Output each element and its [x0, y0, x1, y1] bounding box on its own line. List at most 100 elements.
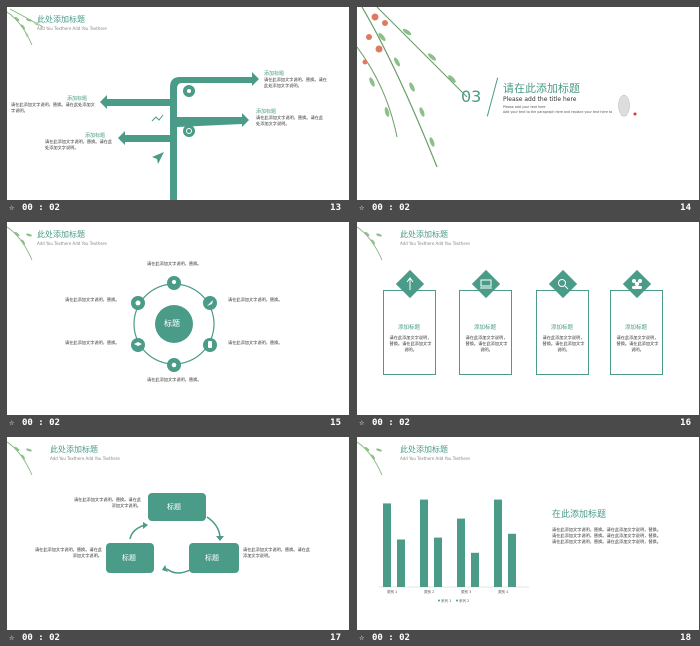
slide-title: 此处添加标题	[37, 230, 85, 239]
slide-number: 14	[680, 203, 691, 213]
thumbnail-slide-13[interactable]: 此处添加标题 Add You Texthere Add You Texthere…	[7, 7, 349, 217]
card-2-text: 请在此添加文字说明，替换。请在此添加文字说明。	[465, 335, 508, 352]
chart-bar	[494, 499, 502, 587]
chart-bar	[508, 533, 516, 587]
thumbnail-slide-16[interactable]: 此处添加标题 Add You Texthere Add You Texthere…	[357, 222, 699, 432]
card-2-title: 添加标题	[474, 325, 497, 331]
legend-label: 系列 2	[459, 598, 469, 603]
slide-17: 此处添加标题 Add You Texthere Add You Texthere…	[7, 437, 349, 630]
leaf-decoration-icon	[357, 441, 383, 476]
legend-marker	[456, 599, 458, 602]
section-note-1: Please add your text here	[503, 105, 546, 109]
item-label-3: 添加标题	[264, 71, 285, 77]
slide-footer: ☆ 00 : 02 18	[357, 630, 699, 646]
transition-star-icon[interactable]: ☆	[9, 203, 15, 213]
slide-subtitle: Add You Texthere Add You Texthere	[37, 26, 107, 31]
node-label-bottom: 请在此添加文字说明，替换。	[147, 377, 202, 382]
slide-duration: 00 : 02	[372, 418, 410, 428]
slide-16: 此处添加标题 Add You Texthere Add You Texthere…	[357, 222, 699, 415]
chart-category-label: 类别 4	[498, 589, 509, 594]
radial-diagram	[131, 276, 217, 372]
slide-title: 此处添加标题	[37, 15, 85, 24]
item-text-1: 请在此添加文字说明，替换。请在此处添加文字说明。	[11, 102, 95, 113]
section-note-2: Add your text to the paragraph here and …	[503, 110, 613, 114]
slide-number: 18	[680, 633, 691, 643]
thumbnail-slide-15[interactable]: 此处添加标题 Add You Texthere Add You Texthere	[7, 222, 349, 432]
thumbnail-slide-14[interactable]: 03 请在此添加标题 Please add the title here Ple…	[357, 7, 699, 217]
slide-footer: ☆ 00 : 02 16	[357, 415, 699, 432]
cycle-text-left: 请在此添加文字说明，替换。请在此添加文字说明。	[34, 547, 102, 558]
item-label-1: 添加标题	[67, 96, 88, 102]
slide-duration: 00 : 02	[22, 203, 60, 213]
slide-header: 此处添加标题 Add You Texthere Add You Texthere	[37, 229, 107, 246]
arrow-tree-diagram	[100, 72, 259, 200]
search-icon	[558, 279, 566, 287]
thumbnail-slide-18[interactable]: 此处添加标题 Add You Texthere Add You Texthere…	[357, 437, 699, 646]
slide-number: 17	[330, 633, 341, 643]
users-group-icon	[632, 279, 642, 289]
transition-star-icon[interactable]: ☆	[9, 633, 15, 643]
slide-header: 此处添加标题 Add You Texthere Add You Texthere	[50, 444, 120, 461]
slide-title: 此处添加标题	[400, 445, 448, 454]
chart-bar	[397, 539, 405, 587]
chart-paragraph: 请在此添加文字说明，替换。请在此添加文字说明，替换。请在此添加文字说明，替换。请…	[552, 527, 661, 544]
slide-duration: 00 : 02	[22, 633, 60, 643]
chart-bar	[457, 518, 465, 587]
node-label-top: 请在此添加文字说明，替换。	[147, 261, 202, 266]
slide-footer: ☆ 00 : 02 17	[7, 630, 349, 646]
slide-title: 此处添加标题	[400, 230, 448, 239]
slide-footer: ☆ 00 : 02 14	[357, 200, 699, 217]
trend-icon	[151, 114, 164, 122]
slide-header: 此处添加标题 Add You Texthere Add You Texthere	[400, 229, 470, 246]
node-label-upper-left: 请在此添加文字说明，替换。	[65, 297, 120, 302]
chart-heading: 在此添加标题	[552, 510, 607, 520]
item-text-2: 请在此添加文字说明，替换。请在此处添加文字说明。	[45, 139, 113, 150]
item-label-4: 添加标题	[256, 109, 277, 115]
cycle-box-top: 标题	[167, 503, 181, 511]
leaf-decoration-icon	[357, 226, 383, 261]
slide-footer: ☆ 00 : 02 13	[7, 200, 349, 217]
slide-number: 16	[680, 418, 691, 428]
node-label-upper-right: 请在此添加文字说明，替换。	[228, 297, 283, 302]
item-text-3: 请在此添加文字说明，替换。请在此处添加文字说明。	[264, 77, 327, 88]
legend-marker	[438, 599, 440, 602]
transition-star-icon[interactable]: ☆	[359, 633, 365, 643]
transition-star-icon[interactable]: ☆	[359, 203, 365, 213]
laptop-icon	[480, 279, 492, 287]
card-1-title: 添加标题	[398, 325, 421, 331]
thumbnail-slide-17[interactable]: 此处添加标题 Add You Texthere Add You Texthere…	[7, 437, 349, 646]
bird-icon	[618, 94, 637, 117]
leaf-decoration-icon	[7, 441, 33, 476]
node-label-lower-left: 请在此添加文字说明，替换。	[65, 340, 120, 345]
center-label: 标题	[164, 319, 180, 328]
slide-duration: 00 : 02	[372, 203, 410, 213]
slide-header: 此处添加标题 Add You Texthere Add You Texthere	[37, 14, 107, 31]
chart-category-label: 类别 3	[461, 589, 471, 594]
chart-category-label: 类别 2	[424, 589, 434, 594]
cycle-box-right: 标题	[205, 554, 219, 562]
leaf-decoration-icon	[7, 226, 33, 261]
slide-header: 此处添加标题 Add You Texthere Add You Texthere	[400, 444, 470, 461]
cycle-box-left: 标题	[122, 554, 136, 562]
branch-decoration-icon	[357, 7, 468, 168]
slide-number: 15	[330, 418, 341, 428]
card-4-title: 添加标题	[625, 325, 648, 331]
bar-chart: 类别 1 类别 2 类别 3 类别 4 系列 1 系列 2	[379, 499, 529, 603]
item-label-2: 添加标题	[85, 133, 106, 139]
section-subtitle: Please add the title here	[503, 96, 577, 103]
transition-star-icon[interactable]: ☆	[359, 418, 365, 428]
transition-star-icon[interactable]: ☆	[9, 418, 15, 428]
section-title: 请在此添加标题	[503, 82, 580, 95]
card-diamond-icons	[395, 269, 652, 299]
item-text-4: 请在此添加文字说明，替换。请在此处添加文字说明。	[256, 115, 324, 126]
slide-14: 03 请在此添加标题 Please add the title here Ple…	[357, 7, 699, 200]
card-4-text: 请在此添加文字说明，替换。请在此添加文字说明。	[616, 335, 659, 352]
slide-duration: 00 : 02	[22, 418, 60, 428]
chart-bar	[383, 503, 391, 587]
cycle-diagram	[106, 493, 239, 574]
cycle-text-top: 请在此添加文字说明，替换。请在此添加文字说明。	[73, 497, 141, 508]
chart-bar	[434, 537, 442, 587]
usb-icon	[406, 277, 414, 290]
card-3-title: 添加标题	[551, 325, 574, 331]
chart-bar	[420, 499, 428, 587]
